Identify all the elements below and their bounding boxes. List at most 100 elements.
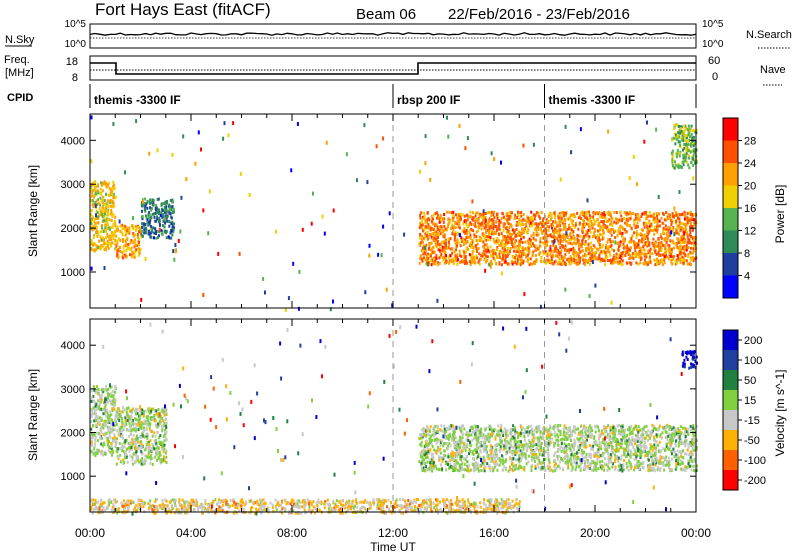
echo-cell (507, 469, 510, 473)
echo-cell (128, 434, 131, 438)
echo-cell (105, 436, 108, 440)
echo-cell (552, 235, 555, 239)
echo-cell (94, 203, 97, 208)
echo-cell (100, 230, 102, 234)
echo-cell (153, 215, 156, 219)
echo-cell (613, 230, 616, 234)
echo-cell (583, 225, 586, 229)
echo-cell (507, 222, 510, 226)
echo-cell (426, 221, 429, 225)
echo-cell (587, 237, 590, 241)
echo-cell (147, 434, 150, 438)
echo-cell (561, 257, 563, 261)
echo-cell (533, 222, 536, 226)
echo-cell (679, 425, 682, 429)
echo-cell (157, 451, 160, 455)
echo-cell (598, 222, 601, 225)
echo-cell (464, 458, 467, 462)
echo-cell (639, 258, 642, 261)
echo-cell (137, 226, 139, 229)
echo-cell (157, 408, 160, 411)
echo-cell (437, 445, 440, 449)
echo-cell (624, 254, 627, 257)
echo-cell (217, 251, 220, 256)
echo-cell (596, 257, 599, 261)
echo-cell (496, 217, 499, 220)
echo-cell (142, 434, 145, 438)
echo-cell (109, 385, 112, 389)
echo-cell (447, 246, 450, 250)
echo-cell (537, 225, 540, 229)
echo-cell (690, 234, 693, 238)
echo-cell (448, 261, 451, 265)
echo-cell (94, 435, 97, 439)
echo-cell (484, 224, 487, 228)
echo-cell (460, 431, 463, 435)
echo-cell (635, 235, 638, 239)
echo-cell (550, 255, 553, 259)
echo-cell (627, 428, 629, 432)
echo-cell (669, 469, 671, 473)
echo-cell (674, 429, 677, 433)
echo-cell (682, 441, 685, 445)
echo-cell (424, 232, 427, 236)
echo-cell (658, 461, 661, 465)
echo-cell (109, 191, 112, 195)
echo-cell (438, 449, 441, 453)
echo-cell (424, 462, 427, 465)
echo-cell (667, 234, 670, 238)
echo-cell (146, 206, 149, 210)
echo-cell (651, 429, 654, 433)
echo-cell (604, 256, 607, 259)
echo-cell (90, 188, 93, 192)
echo-cell (595, 256, 598, 260)
echo-cell (137, 247, 140, 251)
echo-cell (657, 195, 660, 199)
echo-cell (122, 245, 125, 249)
echo-cell (161, 209, 164, 212)
echo-cell (123, 408, 126, 412)
echo-cell (588, 213, 591, 217)
echo-cell (424, 161, 427, 166)
echo-cell (605, 426, 608, 430)
echo-cell (539, 216, 542, 220)
echo-cell (548, 249, 550, 253)
echo-cell (448, 442, 451, 446)
echo-cell (150, 208, 153, 212)
echo-cell (134, 409, 136, 413)
echo-cell (585, 249, 588, 253)
echo-cell (471, 259, 474, 263)
echo-cell (125, 438, 128, 442)
echo-cell (622, 237, 625, 241)
echo-cell (619, 230, 622, 234)
echo-cell (510, 224, 513, 228)
echo-cell (141, 225, 144, 229)
echo-cell (643, 252, 645, 256)
echo-cell (98, 239, 101, 243)
echo-cell (94, 180, 96, 184)
echo-cell (561, 235, 564, 239)
echo-cell (511, 245, 514, 249)
echo-cell (517, 262, 520, 266)
echo-cell (574, 221, 577, 225)
echo-cell (648, 251, 651, 255)
echo-cell (486, 229, 489, 232)
echo-cell (551, 253, 554, 257)
echo-cell (640, 233, 643, 237)
echo-cell (165, 426, 168, 430)
echo-cell (419, 257, 422, 261)
echo-cell (420, 450, 423, 454)
echo-cell (539, 240, 542, 244)
echo-cell (585, 222, 588, 226)
echo-cell (104, 433, 107, 437)
echo-cell (112, 180, 115, 184)
echo-cell (127, 442, 130, 445)
echo-cell (541, 230, 544, 234)
echo-cell (475, 218, 478, 222)
echo-cell (440, 253, 443, 256)
noise-left-tick-bottom: 10^0 (65, 39, 87, 50)
echo-cell (90, 242, 93, 246)
echo-cell (92, 412, 95, 416)
echo-cell (513, 235, 516, 239)
echo-cell (584, 263, 586, 267)
